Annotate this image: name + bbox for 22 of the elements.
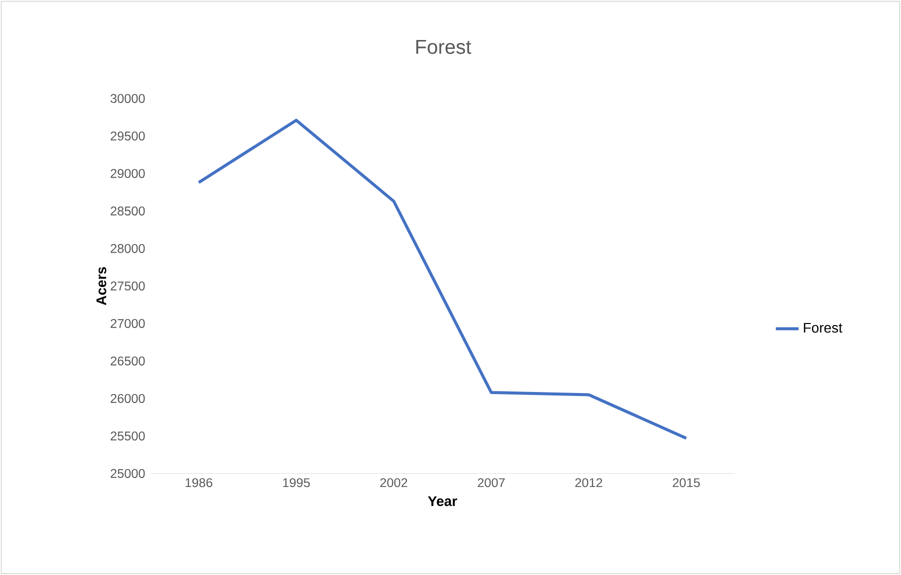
x-tick-label: 1995 (283, 478, 310, 488)
chart-title: Forest (416, 40, 472, 54)
y-axis-title: Acers (96, 267, 106, 306)
x-axis-title: Year (428, 496, 458, 506)
y-tick-label: 27000 (110, 319, 145, 328)
y-tick-label: 30000 (110, 94, 145, 103)
x-tick-label: 2015 (672, 478, 700, 488)
y-tick-label: 29500 (110, 132, 145, 140)
y-tick-label: 27500 (110, 282, 145, 290)
y-tick-label: 26000 (110, 394, 145, 403)
x-tick-label: 2002 (380, 478, 408, 488)
y-tick-label: 25500 (110, 432, 145, 440)
x-tick-label: 2007 (478, 478, 505, 488)
line-series (197, 118, 688, 440)
x-tick-label: 2012 (575, 478, 602, 488)
y-tick-label: 25000 (110, 469, 145, 478)
y-tick-label: 29000 (110, 169, 145, 178)
legend-label: Forest (804, 322, 842, 333)
y-tick-label: 28000 (110, 244, 145, 253)
x-tick-label: 1986 (186, 478, 212, 488)
y-tick-label: 26500 (110, 356, 145, 366)
y-tick-label: 28500 (110, 206, 145, 216)
